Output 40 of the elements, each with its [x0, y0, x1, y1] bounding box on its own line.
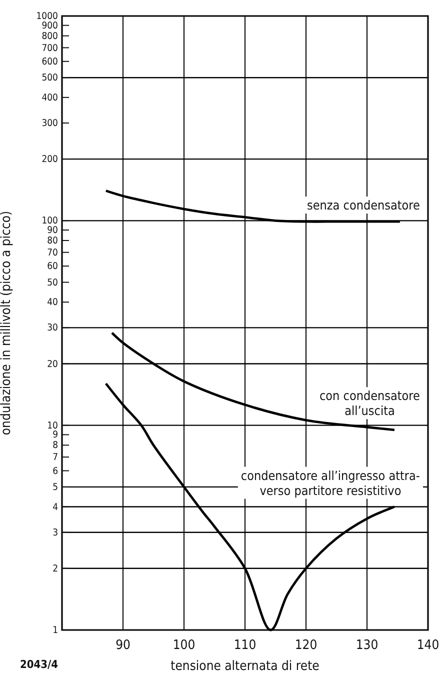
y-tick-label: 8	[52, 440, 58, 452]
text: condensatore all’ingresso attra- verso partitore resistitivo	[240, 468, 420, 498]
x-tick-label: 140	[416, 638, 440, 654]
x-axis-title: tensione alternata di rete	[170, 659, 320, 674]
y-tick-label: 9	[52, 430, 58, 441]
y-tick-label: 3	[52, 527, 58, 538]
y-tick-label: 800	[42, 30, 58, 42]
series-label: con condensatore all’uscita	[320, 388, 420, 418]
y-tick-label: 400	[42, 92, 58, 104]
y-tick-label: 100	[42, 216, 58, 227]
y-tick-label: 1000	[36, 11, 58, 22]
y-tick-label: 300	[42, 118, 58, 130]
y-tick-label: 1	[52, 625, 58, 636]
y-tick-label: 2	[52, 563, 58, 574]
text: 2043/4	[20, 658, 58, 671]
y-tick-label: 700	[42, 42, 58, 54]
y-tick-label: 20	[47, 358, 58, 370]
y-tick-label: 600	[42, 56, 58, 68]
y-tick-label: 80	[47, 236, 58, 247]
y-tick-label: 90	[47, 225, 58, 236]
series-label: senza condensatore	[306, 198, 420, 213]
y-tick-label: 7	[52, 452, 58, 464]
y-tick-label: 5	[52, 482, 58, 493]
y-tick-label: 10	[47, 420, 58, 432]
x-tick-label: 100	[172, 638, 196, 654]
x-tick-label: 130	[356, 638, 378, 654]
y-tick-label: 50	[47, 277, 58, 288]
y-tick-label: 900	[42, 20, 58, 32]
y-tick-label: 200	[42, 154, 58, 166]
y-tick-label: 70	[47, 247, 58, 258]
y-tick-label: 60	[47, 261, 58, 272]
y-tick-label: 40	[47, 297, 58, 308]
y-tick-label: 30	[47, 322, 58, 334]
x-tick-label: 110	[234, 638, 256, 654]
y-axis-title: ondulazione in millivolt (picco a picco)	[0, 210, 14, 436]
x-tick-label: 120	[294, 638, 318, 654]
y-tick-label: 4	[52, 502, 58, 513]
x-tick-label: 90	[116, 638, 130, 654]
y-tick-label: 6	[52, 466, 58, 477]
y-tick-label: 500	[42, 72, 58, 84]
